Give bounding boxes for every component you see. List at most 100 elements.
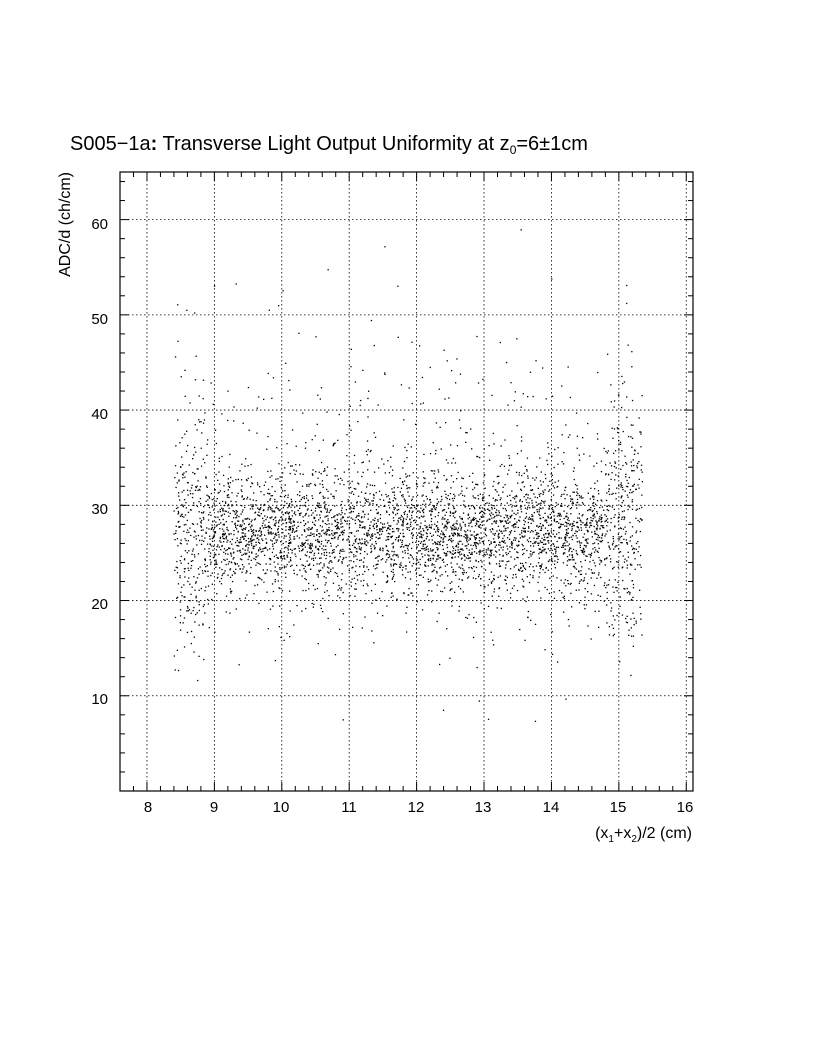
data-point	[325, 534, 328, 536]
data-point	[524, 507, 527, 509]
data-point	[483, 608, 485, 610]
data-point	[266, 549, 269, 551]
data-point	[408, 511, 411, 513]
data-point	[617, 533, 619, 535]
data-point	[289, 542, 291, 544]
data-point	[260, 513, 262, 515]
data-point	[593, 514, 595, 516]
data-point	[242, 519, 244, 521]
data-point	[387, 538, 389, 540]
data-point	[581, 502, 584, 504]
data-point	[342, 613, 344, 615]
data-point	[553, 530, 555, 532]
data-point	[246, 594, 248, 596]
data-point	[224, 510, 226, 512]
data-point	[639, 606, 641, 608]
data-point	[177, 304, 179, 306]
data-point	[434, 551, 437, 554]
data-point	[567, 532, 569, 534]
data-point	[624, 533, 627, 535]
data-point	[618, 439, 620, 442]
data-point	[503, 517, 505, 519]
data-point	[634, 568, 636, 570]
data-point	[251, 544, 253, 546]
data-point	[310, 509, 312, 511]
data-point	[639, 564, 641, 566]
data-point	[361, 627, 363, 629]
data-point	[284, 467, 286, 469]
data-point	[641, 519, 643, 521]
data-point	[190, 560, 192, 562]
data-point	[594, 516, 596, 518]
data-point	[251, 506, 253, 508]
data-point	[238, 550, 240, 552]
data-point	[308, 485, 310, 487]
data-point	[366, 535, 369, 537]
data-point	[399, 477, 401, 480]
data-point	[420, 535, 423, 538]
data-point	[353, 506, 355, 508]
data-point	[426, 535, 429, 538]
data-point	[597, 551, 599, 553]
data-point	[236, 495, 238, 497]
data-point	[173, 655, 175, 657]
data-point	[182, 504, 184, 507]
data-point	[392, 512, 394, 514]
data-point	[209, 544, 212, 546]
data-point	[210, 561, 212, 563]
data-point	[541, 549, 543, 551]
data-point	[208, 497, 211, 499]
data-point	[561, 523, 563, 526]
data-point	[614, 619, 616, 621]
data-point	[396, 528, 398, 530]
data-point	[494, 515, 496, 517]
data-point	[256, 562, 258, 564]
data-point	[510, 530, 513, 532]
data-point	[327, 571, 329, 573]
data-point	[564, 538, 566, 540]
data-point	[609, 505, 611, 507]
data-point	[186, 430, 188, 432]
data-point	[248, 544, 250, 546]
data-point	[274, 511, 276, 513]
data-point	[250, 528, 252, 530]
data-point	[314, 520, 317, 522]
data-point	[607, 521, 609, 523]
data-point	[412, 562, 415, 565]
data-point	[325, 545, 327, 547]
data-point	[543, 534, 545, 536]
data-point	[321, 526, 323, 528]
data-point	[491, 595, 493, 597]
data-point	[444, 552, 446, 555]
data-point	[599, 559, 601, 561]
data-point	[407, 443, 409, 445]
data-point	[467, 514, 469, 516]
data-point	[314, 483, 316, 486]
data-point	[437, 543, 439, 546]
data-point	[471, 548, 473, 550]
data-point	[251, 524, 253, 526]
data-point	[459, 523, 461, 525]
data-point	[401, 481, 404, 484]
data-point	[275, 539, 277, 541]
data-point	[610, 401, 612, 403]
data-point	[431, 524, 433, 526]
data-point	[301, 575, 303, 577]
data-point	[417, 504, 419, 506]
data-point	[411, 517, 413, 519]
data-point	[629, 521, 631, 524]
data-point	[241, 536, 243, 538]
data-point	[455, 382, 457, 384]
data-point	[238, 520, 240, 522]
data-point	[349, 508, 351, 510]
data-point	[523, 536, 525, 538]
data-point	[371, 543, 373, 545]
data-point	[391, 558, 393, 561]
data-point	[517, 509, 519, 511]
data-point	[264, 481, 267, 483]
data-point	[505, 575, 507, 577]
data-point	[503, 465, 506, 467]
data-point	[584, 608, 586, 610]
data-point	[548, 508, 550, 510]
data-point	[477, 525, 480, 527]
